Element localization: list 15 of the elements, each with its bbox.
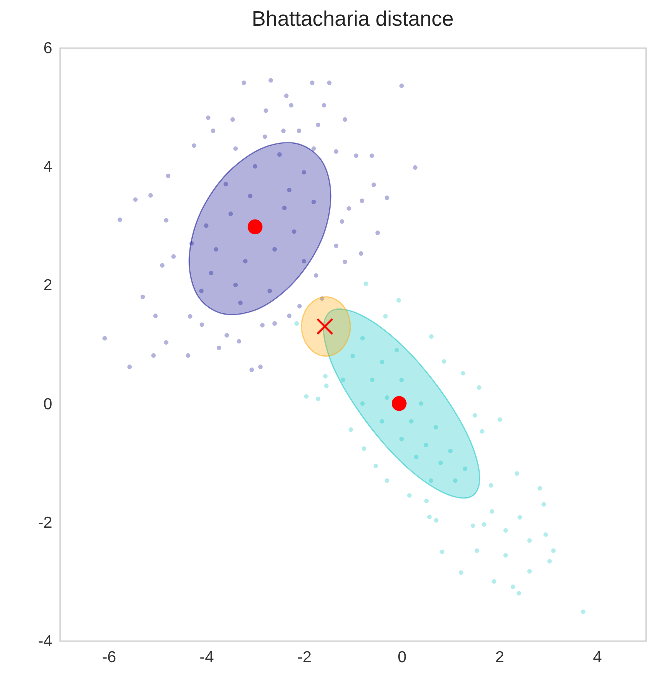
y-tick-label: -4	[38, 634, 53, 650]
x-tick-label: 0	[398, 650, 407, 666]
y-tick-label: 6	[44, 40, 53, 58]
x-tick-label: 4	[593, 650, 602, 666]
y-tick-label: 4	[44, 159, 53, 176]
x-tick-label: -4	[200, 650, 214, 666]
x-tick-label: -6	[102, 650, 117, 666]
x-tick-label: -2	[298, 650, 312, 666]
y-tick-label: 2	[44, 278, 53, 295]
y-tick-label: 0	[44, 396, 53, 414]
y-tick-label: -2	[38, 514, 53, 532]
x-tick-label: 2	[496, 650, 505, 666]
point	[248, 220, 263, 234]
chart-title: Bhattacharia distance	[252, 8, 454, 31]
point	[392, 396, 407, 412]
